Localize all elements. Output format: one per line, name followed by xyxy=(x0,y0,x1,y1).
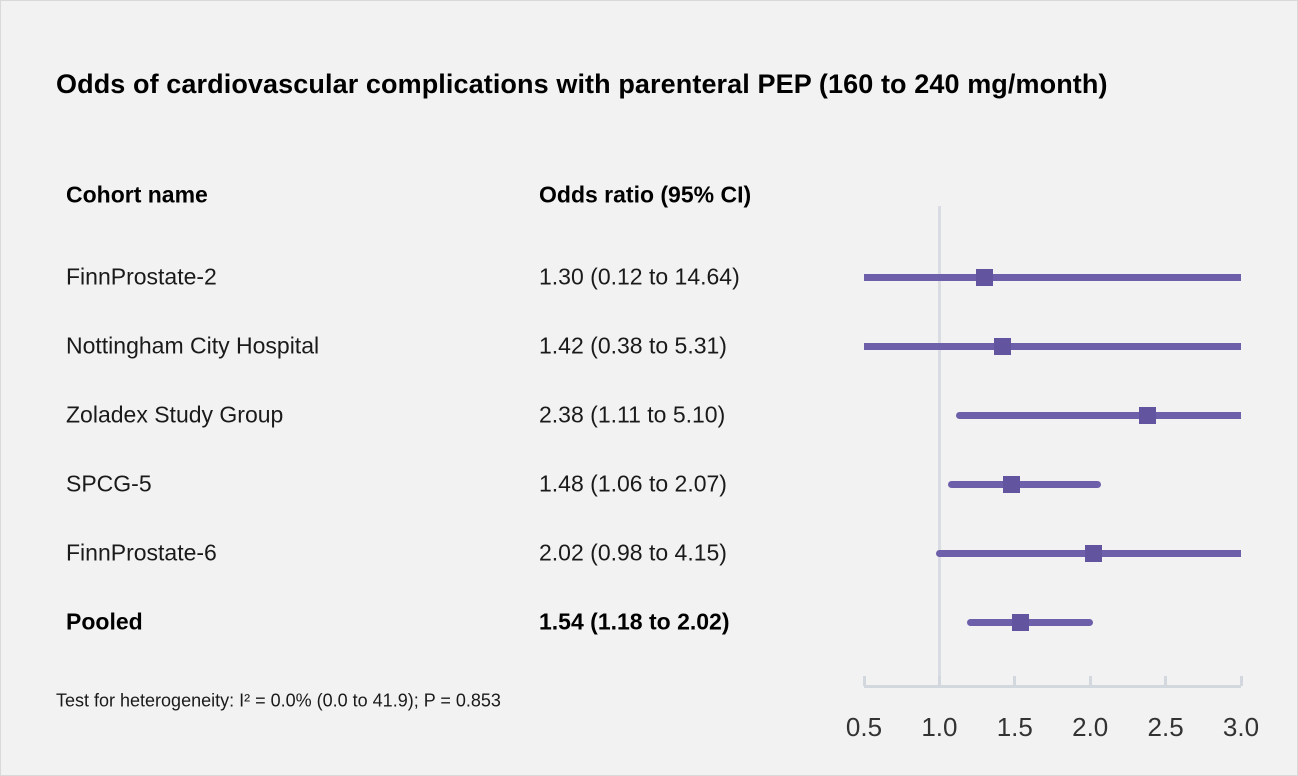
x-axis-tick-label: 2.5 xyxy=(1147,712,1184,742)
odds-ratio-value: 1.30 (0.12 to 14.64) xyxy=(539,263,740,290)
x-axis-line xyxy=(864,685,1241,688)
figure-title: Odds of cardiovascular complications wit… xyxy=(56,69,1108,99)
odds-ratio-column-header: Odds ratio (95% CI) xyxy=(539,181,752,208)
x-axis-tick-label: 3.0 xyxy=(1222,712,1260,742)
x-axis-tick-label: 0.5 xyxy=(845,712,883,742)
cohort-label: Nottingham City Hospital xyxy=(66,332,320,359)
confidence-interval-line xyxy=(966,618,1094,626)
cohort-label: FinnProstate-6 xyxy=(66,539,217,566)
x-axis-tick-label: 1.5 xyxy=(996,712,1033,742)
x-axis-tick-label: 1.0 xyxy=(921,712,958,742)
point-estimate-marker xyxy=(994,337,1012,355)
x-axis-tick xyxy=(1239,676,1243,686)
confidence-interval-line xyxy=(948,480,1101,488)
odds-ratio-value: 2.38 (1.11 to 5.10) xyxy=(539,401,726,428)
confidence-interval-line xyxy=(864,273,1241,281)
x-axis-tick xyxy=(1164,676,1168,686)
confidence-interval-line xyxy=(955,411,1241,419)
point-estimate-marker xyxy=(1012,613,1030,631)
point-estimate-marker xyxy=(1003,475,1021,493)
x-axis-tick xyxy=(937,676,941,686)
confidence-interval-line xyxy=(864,342,1241,350)
odds-ratio-value: 1.42 (0.38 to 5.31) xyxy=(539,332,727,359)
odds-ratio-value: 1.48 (1.06 to 2.07) xyxy=(539,470,727,497)
x-axis-tick xyxy=(1088,676,1092,686)
cohort-label: FinnProstate-2 xyxy=(66,263,217,290)
cohort-label: Pooled xyxy=(66,608,143,635)
point-estimate-marker xyxy=(976,268,994,286)
cohort-label: Zoladex Study Group xyxy=(66,401,284,428)
x-axis-tick-label: 2.0 xyxy=(1072,712,1109,742)
x-axis-tick xyxy=(1013,676,1017,686)
cohort-column-header: Cohort name xyxy=(66,181,208,208)
reference-line xyxy=(937,206,941,685)
x-axis-tick xyxy=(862,676,866,686)
heterogeneity-footnote: Test for heterogeneity: I² = 0.0% (0.0 t… xyxy=(56,690,501,711)
point-estimate-marker xyxy=(1139,406,1156,424)
odds-ratio-value: 2.02 (0.98 to 4.15) xyxy=(539,539,727,566)
odds-ratio-value: 1.54 (1.18 to 2.02) xyxy=(539,608,730,635)
point-estimate-marker xyxy=(1084,544,1102,562)
cohort-label: SPCG-5 xyxy=(66,470,152,497)
